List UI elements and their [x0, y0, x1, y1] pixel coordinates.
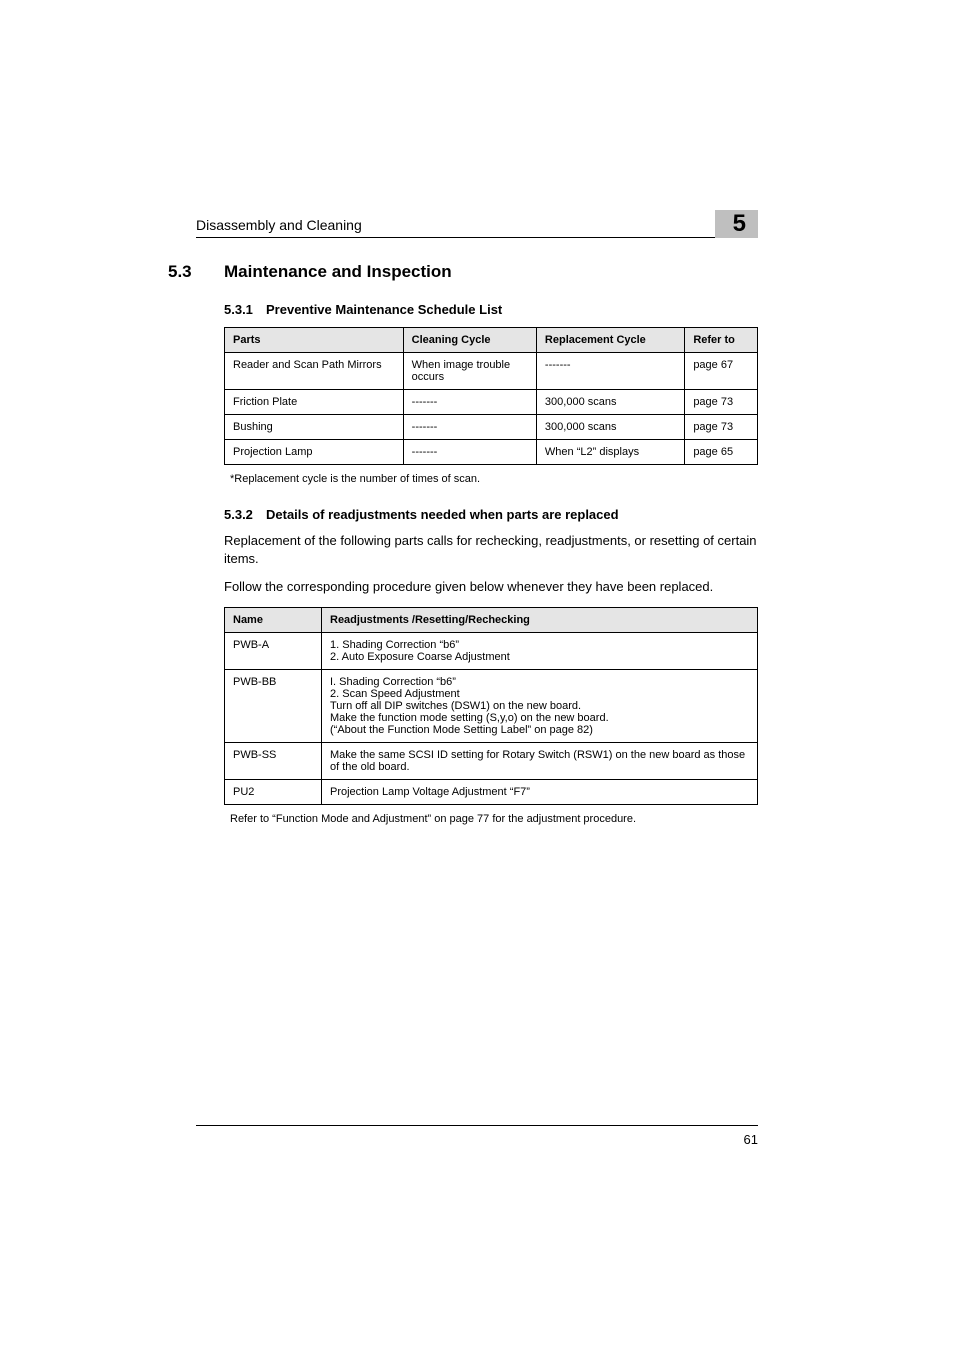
td-cleaning: When image trouble occurs [403, 353, 536, 390]
td-parts: Projection Lamp [225, 440, 404, 465]
td-name: PWB-A [225, 632, 322, 669]
subsection-1-heading: 5.3.1 Preventive Maintenance Schedule Li… [224, 302, 758, 317]
subsection-2-title: Details of readjustments needed when par… [266, 507, 619, 522]
chapter-number: 5 [733, 210, 746, 238]
subsection-2-heading: 5.3.2 Details of readjustments needed wh… [224, 507, 758, 522]
td-name: PU2 [225, 779, 322, 804]
table-row: Projection Lamp ------- When “L2” displa… [225, 440, 758, 465]
td-replacement: ------- [536, 353, 684, 390]
chapter-box: 5 [715, 210, 758, 238]
td-refer: page 67 [685, 353, 758, 390]
th-cleaning: Cleaning Cycle [403, 328, 536, 353]
header-title: Disassembly and Cleaning [196, 217, 362, 237]
page-container: Disassembly and Cleaning 5 5.3 Maintenan… [0, 0, 954, 1147]
th-name: Name [225, 607, 322, 632]
td-replacement: 300,000 scans [536, 390, 684, 415]
td-refer: page 73 [685, 390, 758, 415]
table-row: PWB-SS Make the same SCSI ID setting for… [225, 742, 758, 779]
td-name: PWB-BB [225, 669, 322, 742]
td-replacement: When “L2” displays [536, 440, 684, 465]
content-block: 5.3.1 Preventive Maintenance Schedule Li… [224, 302, 758, 825]
paragraph-1: Replacement of the following parts calls… [224, 532, 758, 568]
table1-footnote: *Replacement cycle is the number of time… [230, 473, 758, 485]
table-row: Bushing ------- 300,000 scans page 73 [225, 415, 758, 440]
td-readjust: Projection Lamp Voltage Adjustment “F7” [322, 779, 758, 804]
section-number: 5.3 [168, 262, 224, 282]
th-parts: Parts [225, 328, 404, 353]
subsection-1-number: 5.3.1 [224, 302, 266, 317]
readjustment-table: Name Readjustments /Resetting/Rechecking… [224, 607, 758, 805]
table2-footnote: Refer to “Function Mode and Adjustment” … [230, 813, 758, 825]
td-replacement: 300,000 scans [536, 415, 684, 440]
table-row: PU2 Projection Lamp Voltage Adjustment “… [225, 779, 758, 804]
table-row: Friction Plate ------- 300,000 scans pag… [225, 390, 758, 415]
td-parts: Friction Plate [225, 390, 404, 415]
table-row: Reader and Scan Path Mirrors When image … [225, 353, 758, 390]
td-readjust: Make the same SCSI ID setting for Rotary… [322, 742, 758, 779]
table-header-row: Name Readjustments /Resetting/Rechecking [225, 607, 758, 632]
td-cleaning: ------- [403, 390, 536, 415]
section-heading: 5.3 Maintenance and Inspection [168, 262, 758, 282]
td-cleaning: ------- [403, 440, 536, 465]
section-title: Maintenance and Inspection [224, 262, 452, 282]
page-footer: 61 [196, 1125, 758, 1147]
td-parts: Reader and Scan Path Mirrors [225, 353, 404, 390]
td-readjust: I. Shading Correction “b6” 2. Scan Speed… [322, 669, 758, 742]
td-readjust: 1. Shading Correction “b6” 2. Auto Expos… [322, 632, 758, 669]
td-refer: page 73 [685, 415, 758, 440]
td-parts: Bushing [225, 415, 404, 440]
th-replacement: Replacement Cycle [536, 328, 684, 353]
table-header-row: Parts Cleaning Cycle Replacement Cycle R… [225, 328, 758, 353]
td-name: PWB-SS [225, 742, 322, 779]
table-row: PWB-BB I. Shading Correction “b6” 2. Sca… [225, 669, 758, 742]
table-row: PWB-A 1. Shading Correction “b6” 2. Auto… [225, 632, 758, 669]
maintenance-schedule-table: Parts Cleaning Cycle Replacement Cycle R… [224, 327, 758, 465]
td-refer: page 65 [685, 440, 758, 465]
page-header: Disassembly and Cleaning 5 [196, 210, 758, 238]
page-number: 61 [744, 1132, 758, 1147]
paragraph-2: Follow the corresponding procedure given… [224, 578, 758, 596]
subsection-2-number: 5.3.2 [224, 507, 266, 522]
th-readjust: Readjustments /Resetting/Rechecking [322, 607, 758, 632]
th-refer: Refer to [685, 328, 758, 353]
subsection-1-title: Preventive Maintenance Schedule List [266, 302, 502, 317]
td-cleaning: ------- [403, 415, 536, 440]
